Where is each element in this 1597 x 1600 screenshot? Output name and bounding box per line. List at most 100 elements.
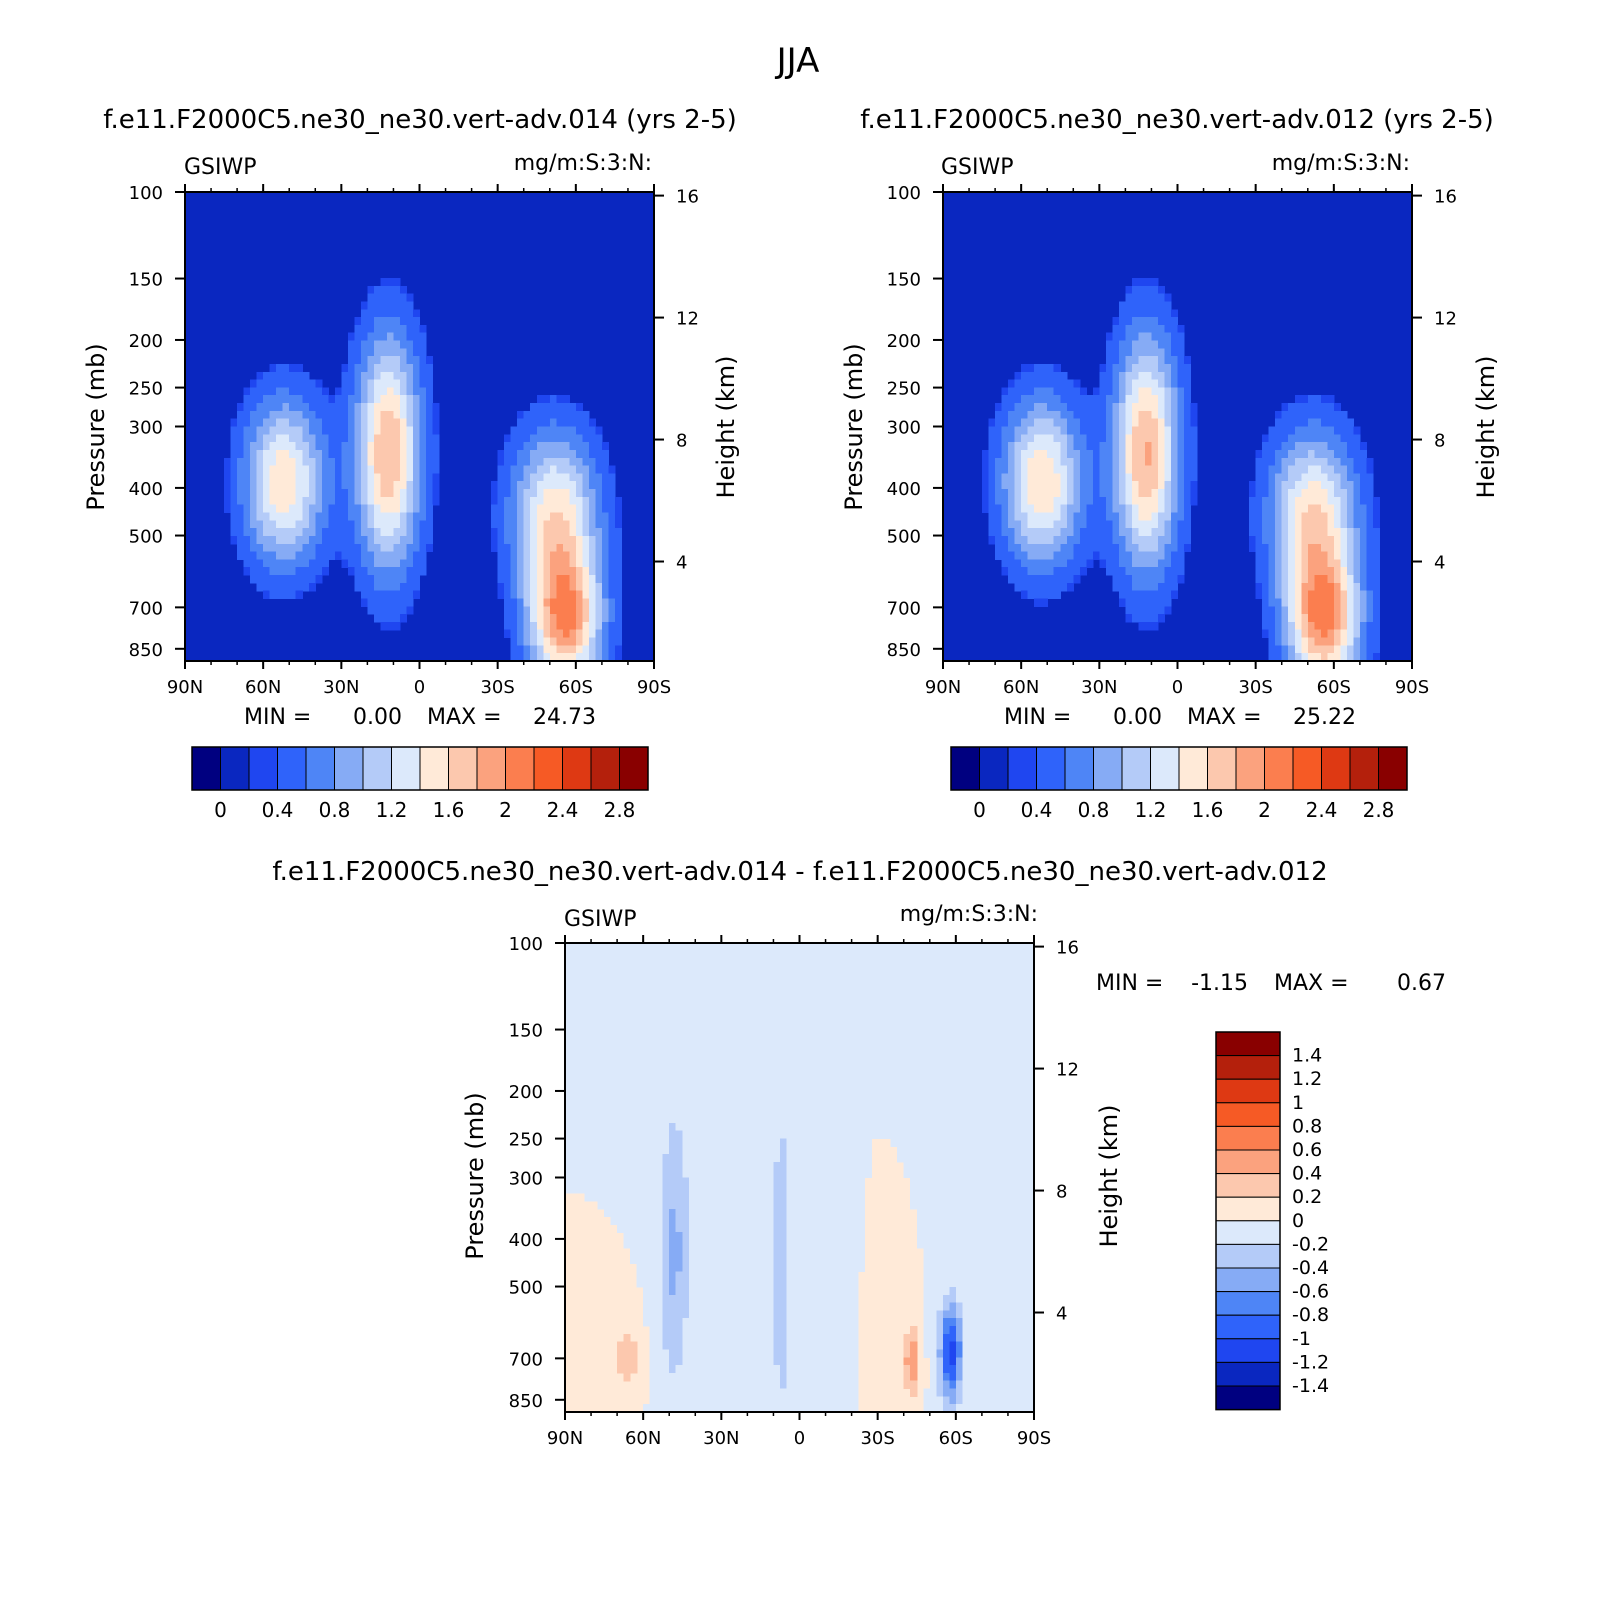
field-cell bbox=[419, 356, 427, 365]
field-cell bbox=[727, 1075, 735, 1085]
field-cell bbox=[1307, 637, 1315, 646]
field-cell bbox=[256, 512, 264, 521]
field-cell bbox=[897, 997, 905, 1007]
field-cell bbox=[1008, 418, 1016, 428]
field-cell bbox=[962, 1107, 970, 1116]
field-cell bbox=[617, 943, 625, 952]
field-cell bbox=[871, 1036, 879, 1046]
field-cell bbox=[289, 543, 297, 553]
field-cell bbox=[530, 621, 538, 631]
field-cell bbox=[328, 543, 336, 553]
field-cell bbox=[923, 958, 931, 968]
field-cells bbox=[565, 943, 1035, 1413]
field-cell bbox=[269, 575, 277, 584]
field-cell bbox=[591, 989, 599, 999]
field-cell bbox=[510, 559, 518, 568]
field-cell bbox=[1131, 473, 1140, 482]
field-cell bbox=[530, 559, 538, 568]
field-cell bbox=[556, 457, 564, 467]
field-cell bbox=[1281, 410, 1289, 420]
field-cell bbox=[582, 606, 590, 615]
field-cell bbox=[1001, 1013, 1009, 1022]
field-cell bbox=[504, 457, 512, 467]
field-cell bbox=[877, 958, 885, 968]
field-cell bbox=[1040, 449, 1048, 459]
y-tick-label: 200 bbox=[887, 331, 921, 352]
field-cell bbox=[1027, 567, 1035, 576]
field-cell bbox=[308, 496, 316, 506]
field-cell bbox=[224, 473, 232, 482]
field-cell bbox=[819, 989, 827, 999]
field-cell bbox=[916, 950, 924, 960]
field-cell bbox=[1001, 1091, 1009, 1100]
field-cell bbox=[1301, 465, 1309, 474]
field-cell bbox=[1131, 598, 1140, 607]
field-cell bbox=[595, 457, 603, 467]
field-cell bbox=[1014, 457, 1022, 467]
field-cell bbox=[1138, 489, 1146, 498]
field-cell bbox=[812, 1005, 820, 1014]
field-cell bbox=[1001, 974, 1009, 983]
field-cell bbox=[1014, 950, 1022, 960]
field-cell bbox=[1034, 504, 1042, 514]
field-cell bbox=[386, 559, 395, 568]
field-cell bbox=[328, 535, 336, 545]
field-cell bbox=[871, 1028, 879, 1038]
field-cell bbox=[224, 457, 232, 467]
field-cell bbox=[1164, 606, 1172, 615]
field-cell bbox=[1021, 543, 1029, 553]
field-cell bbox=[491, 512, 499, 521]
field-cell bbox=[367, 512, 375, 521]
field-cell bbox=[386, 371, 395, 381]
field-cell bbox=[604, 958, 612, 968]
field-cell bbox=[1262, 621, 1270, 631]
field-cell bbox=[871, 1005, 879, 1014]
field-cell bbox=[1177, 434, 1185, 443]
field-cell bbox=[636, 943, 644, 952]
y-right-tick-label: 8 bbox=[676, 431, 687, 452]
field-cell bbox=[877, 1013, 885, 1022]
field-cell bbox=[903, 1021, 911, 1030]
colorbar-frame bbox=[950, 746, 1408, 791]
field-cell bbox=[1040, 582, 1048, 592]
field-cell bbox=[688, 1013, 696, 1022]
field-cell bbox=[636, 966, 644, 975]
field-cell bbox=[373, 457, 382, 467]
field-cell bbox=[237, 457, 245, 467]
field-cell bbox=[1359, 590, 1367, 600]
field-cell bbox=[832, 1013, 840, 1022]
field-cell bbox=[263, 457, 271, 467]
field-cell bbox=[536, 473, 544, 482]
field-cell bbox=[1184, 387, 1192, 396]
field-cell bbox=[1086, 434, 1094, 443]
field-cell bbox=[269, 496, 277, 506]
field-cell bbox=[380, 301, 388, 310]
field-cell bbox=[1177, 371, 1185, 381]
field-cell bbox=[530, 606, 538, 615]
field-cell bbox=[569, 606, 577, 615]
field-cell bbox=[406, 324, 414, 334]
field-cell bbox=[1066, 449, 1074, 459]
field-cell bbox=[1014, 371, 1022, 381]
field-cell bbox=[929, 989, 937, 999]
field-cell bbox=[995, 543, 1003, 553]
field-cell bbox=[721, 1099, 729, 1108]
field-cell bbox=[1268, 575, 1276, 584]
field-cell bbox=[669, 1068, 677, 1077]
field-cell bbox=[399, 528, 408, 537]
field-cell bbox=[1157, 582, 1166, 592]
field-cell bbox=[289, 449, 297, 459]
field-cell bbox=[643, 943, 651, 952]
field-cell bbox=[399, 473, 408, 482]
field-cell bbox=[565, 1044, 573, 1054]
field-cell bbox=[1294, 645, 1302, 654]
field-cell bbox=[230, 418, 238, 428]
field-cell bbox=[604, 1021, 612, 1030]
field-cell bbox=[614, 520, 623, 529]
field-cell bbox=[942, 1021, 950, 1030]
field-cell bbox=[1366, 512, 1374, 521]
field-cell bbox=[504, 559, 512, 568]
field-cell bbox=[1190, 449, 1198, 459]
field-cell bbox=[1327, 504, 1335, 514]
field-cell bbox=[614, 637, 623, 646]
